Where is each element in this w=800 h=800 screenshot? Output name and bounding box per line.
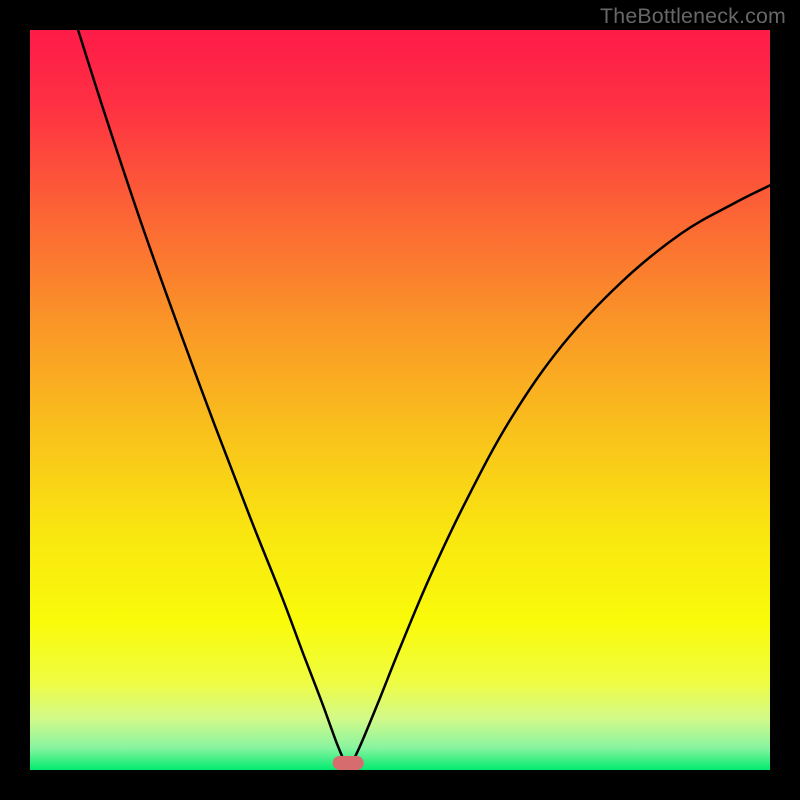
chart-stage: TheBottleneck.com [0,0,800,800]
minimum-marker [333,756,364,770]
watermark-text: TheBottleneck.com [600,4,786,29]
plot-area [30,30,770,770]
bottleneck-chart [0,0,800,800]
